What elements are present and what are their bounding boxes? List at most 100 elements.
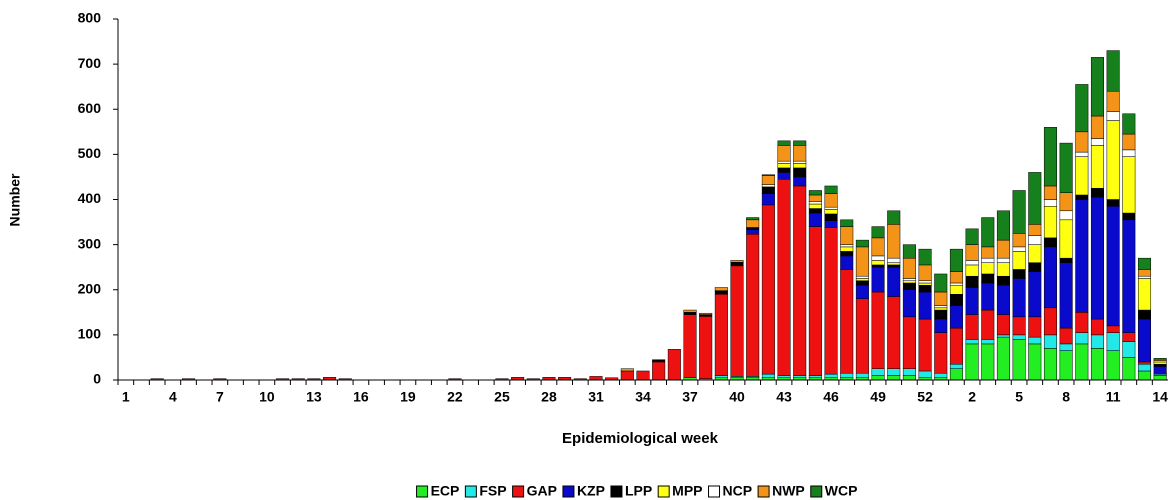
bar-segment: [902, 282, 916, 291]
bar-segment: [1075, 343, 1089, 381]
bar-segment: [793, 160, 807, 164]
bar-segment: [777, 140, 791, 146]
bar-segment: [1028, 336, 1042, 345]
bar-segment: [1075, 156, 1089, 196]
bar-segment: [840, 269, 854, 374]
bar-segment: [1012, 269, 1026, 279]
x-tick-label: 22: [447, 389, 463, 405]
x-tick-label: 37: [682, 389, 698, 405]
x-tick-label: 49: [870, 389, 886, 405]
bar-segment: [824, 220, 838, 228]
bar-segment: [1106, 199, 1120, 207]
bar-segment: [1090, 57, 1104, 117]
bar-segment: [1153, 363, 1167, 367]
bar-segment: [965, 287, 979, 315]
bar-segment: [1137, 361, 1152, 365]
bar-segment: [1012, 246, 1026, 252]
bar-segment: [793, 140, 807, 146]
bar-segment: [840, 255, 854, 270]
x-axis-label: Epidemiological week: [562, 430, 719, 447]
bar-segment: [1122, 149, 1136, 157]
bar-segment: [965, 228, 979, 245]
bar-segment: [855, 246, 869, 277]
bar-segment: [871, 291, 885, 369]
bar-segment: [965, 260, 979, 266]
bar-segment: [981, 282, 995, 311]
bar-segment: [855, 280, 869, 286]
bar-segment: [981, 339, 995, 345]
bar-segment: [793, 176, 807, 187]
x-tick-label: 25: [494, 389, 510, 405]
bar-segment: [1122, 212, 1136, 221]
bar-segment: [918, 264, 932, 281]
bar-segment: [761, 184, 775, 188]
bar-segment: [1106, 325, 1120, 333]
y-tick-label: 800: [78, 10, 102, 26]
bar-segment: [855, 275, 869, 279]
bar-segment: [918, 280, 932, 284]
bar-segment: [1090, 196, 1104, 320]
bar-segment: [824, 373, 838, 378]
bar-segment: [996, 239, 1010, 259]
legend-label: MPP: [672, 483, 702, 499]
bar-segment: [871, 264, 885, 268]
bar-segment: [793, 167, 807, 178]
bar-segment: [996, 314, 1010, 336]
bar-segment: [1137, 318, 1152, 363]
bar-segment: [949, 368, 963, 381]
bar-segment: [1075, 194, 1089, 200]
bar-segment: [902, 257, 916, 279]
bar-segment: [1028, 262, 1042, 272]
bar-segment: [965, 314, 979, 340]
bar-segment: [761, 174, 775, 176]
bar-segment: [1028, 343, 1042, 381]
legend-label: KZP: [577, 483, 605, 499]
bar-segment: [824, 193, 838, 208]
bar-segment: [934, 332, 948, 374]
bar-segment: [667, 349, 681, 381]
bar-segment: [808, 190, 822, 196]
bar-segment: [949, 327, 963, 365]
bar-segment: [934, 273, 948, 293]
bar-segment: [1106, 111, 1120, 121]
bar-segment: [1075, 151, 1089, 157]
bar-segment: [855, 372, 869, 378]
bar-segment: [871, 266, 885, 293]
x-tick-label: 43: [776, 389, 792, 405]
bar-segment: [808, 375, 822, 378]
bar-segment: [1090, 348, 1104, 381]
bar-segment: [1090, 115, 1104, 139]
bar-segment: [1043, 246, 1057, 309]
bar-segment: [981, 309, 995, 340]
bar-segment: [996, 284, 1010, 315]
bar-segment: [808, 201, 822, 205]
bar-segment: [777, 145, 791, 162]
bar-segment: [699, 314, 713, 317]
bar-segment: [949, 305, 963, 329]
bar-segment: [1106, 332, 1120, 351]
bar-segment: [824, 209, 838, 215]
x-tick-label: 4: [169, 389, 177, 405]
legend-swatch: [512, 485, 525, 498]
bar-segment: [761, 373, 775, 378]
bar-segment: [652, 361, 666, 381]
bar-segment: [918, 284, 932, 293]
bar-segment: [777, 167, 791, 173]
bar-segment: [636, 370, 650, 381]
bar-segment: [871, 260, 885, 266]
bar-segment: [761, 186, 775, 194]
bar-segment: [840, 246, 854, 252]
bar-segment: [1090, 138, 1104, 146]
bar-segment: [934, 291, 948, 306]
bar-segment: [1012, 334, 1026, 340]
bar-segment: [1122, 332, 1136, 342]
bar-segment: [1075, 199, 1089, 313]
bar-segment: [981, 257, 995, 263]
x-tick-label: 8: [1062, 389, 1070, 405]
bar-segment: [1137, 363, 1152, 372]
y-tick-label: 0: [93, 371, 101, 387]
bar-segment: [714, 375, 728, 378]
y-axis-label: Number: [7, 173, 23, 226]
bar-segment: [949, 282, 963, 286]
bar-segment: [730, 265, 744, 377]
